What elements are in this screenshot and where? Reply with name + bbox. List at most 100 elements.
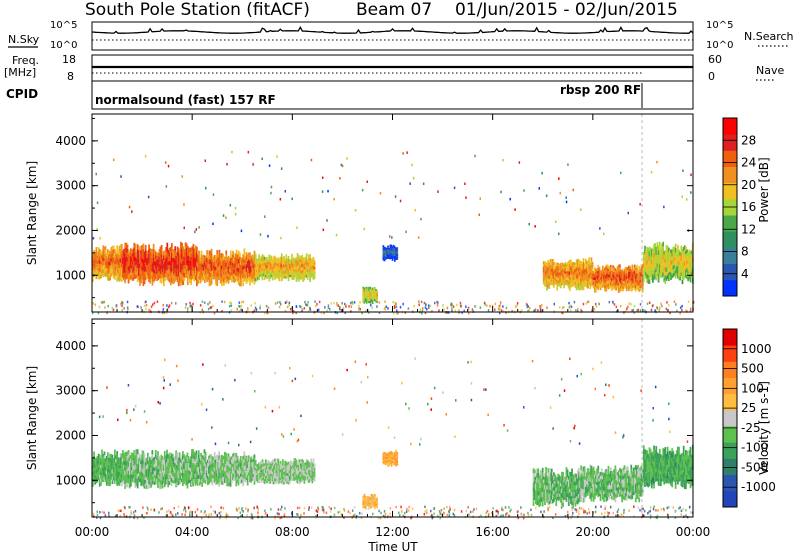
data-cell (565, 196, 567, 199)
data-cell (494, 308, 496, 311)
data-cell (131, 265, 133, 269)
data-cell (98, 275, 101, 280)
data-cell (673, 261, 676, 265)
data-cell (390, 248, 393, 250)
data-cell (615, 282, 618, 286)
data-cell (271, 481, 274, 485)
data-cell (140, 471, 142, 476)
data-cell (247, 308, 249, 312)
data-cell (287, 461, 290, 465)
data-cell (612, 265, 614, 269)
data-cell (123, 252, 125, 257)
data-cell (616, 266, 619, 269)
data-cell (195, 450, 198, 455)
data-cell (453, 186, 456, 190)
data-cell (224, 260, 227, 264)
data-cell (257, 271, 259, 275)
data-cell (197, 271, 199, 276)
data-cell (305, 461, 308, 465)
data-cell (116, 472, 119, 478)
data-cell (199, 462, 201, 466)
data-cell (316, 303, 318, 306)
data-cell (597, 280, 600, 284)
data-cell (310, 268, 313, 271)
data-cell (156, 469, 158, 473)
data-cell (621, 277, 624, 281)
data-cell (279, 198, 282, 201)
data-cell (653, 248, 655, 253)
data-cell (584, 269, 587, 273)
data-cell (668, 251, 670, 257)
data-cell (185, 466, 188, 471)
data-cell (686, 310, 688, 313)
data-cell (297, 275, 300, 279)
data-cell (97, 460, 100, 464)
data-cell (613, 266, 616, 270)
data-cell (309, 268, 311, 272)
data-cell (202, 274, 205, 278)
data-cell (267, 470, 269, 474)
data-cell (637, 285, 639, 288)
data-cell (597, 268, 600, 272)
data-cell (632, 285, 635, 288)
data-cell (104, 476, 107, 479)
data-cell (180, 472, 183, 476)
data-cell (258, 260, 260, 264)
data-cell (295, 272, 298, 276)
data-cell (669, 257, 671, 261)
data-cell (96, 258, 99, 262)
data-cell (279, 466, 282, 470)
data-cell (163, 478, 166, 483)
data-cell (104, 473, 107, 476)
data-cell (579, 275, 581, 280)
data-cell (148, 464, 150, 469)
data-cell (176, 259, 179, 265)
data-cell (271, 261, 274, 265)
data-cell (179, 454, 182, 459)
data-cell (339, 305, 341, 309)
data-cell (262, 271, 265, 274)
data-cell (657, 264, 660, 269)
data-cell (232, 453, 234, 458)
data-cell (261, 254, 264, 258)
data-cell (233, 466, 235, 471)
data-cell (240, 466, 242, 470)
data-cell (96, 227, 98, 231)
data-cell (219, 279, 222, 284)
data-cell (210, 464, 213, 469)
data-cell (133, 251, 136, 257)
data-cell (122, 457, 124, 462)
data-cell (235, 261, 238, 265)
data-cell (251, 265, 254, 269)
data-cell (292, 265, 294, 269)
data-cell (615, 280, 618, 283)
data-cell (95, 267, 98, 272)
data-cell (176, 273, 179, 278)
data-cell (217, 454, 219, 459)
data-cell (210, 453, 213, 458)
data-cell (648, 274, 651, 280)
data-cell (187, 462, 190, 467)
data-cell (243, 272, 246, 277)
data-cell (227, 276, 230, 281)
data-cell (603, 276, 605, 279)
data-cell (265, 476, 267, 479)
data-cell (160, 269, 163, 274)
data-cell (182, 464, 184, 469)
data-cell (111, 306, 114, 310)
data-cell (372, 296, 375, 298)
data-cell (583, 269, 586, 272)
data-cell (188, 274, 190, 279)
data-cell (640, 267, 643, 271)
data-cell (374, 293, 376, 296)
data-cell (192, 243, 195, 249)
y-tick-label: 4000 (55, 134, 86, 148)
data-cell (259, 477, 262, 480)
data-cell (212, 460, 215, 464)
data-cell (647, 265, 650, 271)
data-cell (263, 471, 266, 474)
data-cell (604, 276, 606, 280)
data-cell (436, 300, 438, 304)
data-cell (114, 256, 116, 261)
data-cell (311, 480, 314, 484)
